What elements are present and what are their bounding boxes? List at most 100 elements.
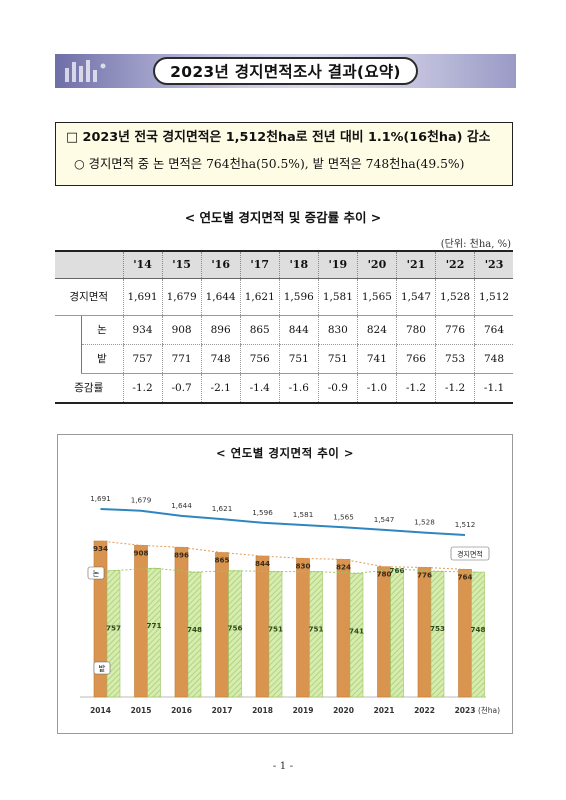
- total-value-label: 1,547: [374, 515, 395, 524]
- x-unit-label: (천ha): [478, 705, 500, 715]
- table-cell: 1,547: [395, 278, 436, 316]
- table-cell: -0.9: [317, 373, 358, 404]
- page-title: 2023년 경지면적조사 결과(요약): [153, 57, 418, 85]
- summary-headline: □ 2023년 전국 경지면적은 1,512천ha로 전년 대비 1.1%(16…: [66, 130, 491, 145]
- table-cell: -0.7: [161, 373, 202, 404]
- field-value-label: 753: [430, 624, 445, 633]
- total-value-label: 1,581: [293, 510, 314, 519]
- year-header: '14: [122, 250, 163, 279]
- field-bar: [187, 571, 202, 698]
- x-tick-label: 2020: [333, 706, 354, 715]
- field-value-label: 771: [146, 621, 161, 630]
- table-cell: 1,621: [239, 278, 280, 316]
- paddy-value-label: 824: [336, 562, 351, 571]
- table-cell: 1,691: [122, 278, 163, 316]
- table-cell: 1,679: [161, 278, 202, 316]
- farmland-chart: 934 757 2014 908 771 2015 896 748 2016 865 756 2017…: [80, 494, 500, 715]
- summary-box: □ 2023년 전국 경지면적은 1,512천ha로 전년 대비 1.1%(16…: [55, 122, 513, 186]
- table-cell: 1,565: [356, 278, 397, 316]
- paddy-value-label: 908: [133, 548, 148, 557]
- table-header-corner: [55, 250, 123, 279]
- x-tick-label: 2017: [212, 706, 233, 715]
- paddy-value-label: 776: [417, 570, 432, 579]
- table-cell: 1,644: [200, 278, 241, 316]
- year-header: '19: [317, 250, 358, 279]
- paddy-trend-line: [100, 540, 466, 570]
- table-cell: 844: [278, 315, 319, 345]
- summary-detail: ○ 경지면적 중 논 면적은 764천ha(50.5%), 밭 면적은 748천…: [74, 157, 465, 171]
- paddy-value-label: 764: [457, 572, 472, 581]
- total-value-label: 1,691: [90, 494, 111, 503]
- table-cell: -1.2: [122, 373, 163, 404]
- field-bar: [228, 570, 242, 698]
- field-bar: [471, 571, 485, 698]
- field-value-label: 756: [227, 624, 242, 633]
- table-cell: 830: [317, 315, 358, 345]
- table-cell: -1.0: [356, 373, 397, 404]
- paddy-value-label: 830: [295, 561, 310, 570]
- page-number: - 1 -: [272, 760, 294, 772]
- x-tick-label: 2018: [252, 706, 273, 715]
- total-value-label: 1,528: [414, 518, 435, 527]
- table-cell: 756: [239, 344, 280, 374]
- table-cell: -1.1: [474, 373, 513, 404]
- total-value-label: 1,679: [131, 496, 152, 505]
- paddy-value-label: 844: [255, 559, 270, 568]
- year-header: '22: [434, 250, 475, 279]
- total-area-line: [100, 508, 466, 536]
- year-header: '23: [474, 250, 513, 279]
- row-label: 증감률: [55, 373, 123, 404]
- field-value-label: 741: [349, 626, 364, 635]
- x-tick-label: 2021: [374, 706, 395, 715]
- row-label: 밭: [80, 344, 123, 374]
- year-header: '18: [278, 250, 319, 279]
- table-cell: 753: [434, 344, 475, 374]
- paddy-legend-label: 논: [93, 569, 100, 578]
- paddy-value-label: 865: [214, 556, 229, 565]
- paddy-value-label: 780: [376, 570, 391, 579]
- field-bar: [309, 571, 323, 698]
- table-cell: 766: [395, 344, 436, 374]
- total-value-label: 1,512: [455, 520, 476, 529]
- chart-container: < 연도별 경지면적 추이 > 934 757 2014 908 771 2015 896 7…: [57, 434, 513, 734]
- row-label: 논: [80, 315, 123, 345]
- paddy-value-label: 934: [93, 544, 108, 553]
- field-legend-box: [93, 661, 111, 675]
- year-header: '21: [395, 250, 436, 279]
- table-cell: 1,512: [474, 278, 513, 316]
- table-row-total: 경지면적 1,691 1,679 1,644 1,621 1,596 1,581…: [55, 278, 513, 316]
- x-tick-label: 2015: [131, 706, 152, 715]
- year-header: '15: [161, 250, 202, 279]
- table-cell: 896: [200, 315, 241, 345]
- field-bar: [390, 568, 404, 698]
- field-bar: [147, 567, 161, 698]
- table-cell: -1.2: [434, 373, 475, 404]
- total-value-label: 1,596: [252, 508, 273, 517]
- row-label: 경지면적: [55, 278, 123, 316]
- field-bar: [349, 572, 364, 698]
- table-row-rate: 증감률 -1.2 -0.7 -2.1 -1.4 -1.6 -0.9 -1.0 -…: [55, 373, 513, 404]
- table-cell: 748: [200, 344, 241, 374]
- table-cell: -1.6: [278, 373, 319, 404]
- row-indent: [55, 344, 81, 373]
- field-value-label: 751: [308, 625, 323, 634]
- field-value-label: 748: [187, 625, 202, 634]
- table-row-paddy: 논 934 908 896 865 844 830 824 780 776 76…: [55, 315, 513, 345]
- field-value-label: 748: [470, 625, 485, 634]
- paddy-bar: [377, 566, 391, 698]
- table-header-row: '14 '15 '16 '17 '18 '19 '20 '21 '22 '23: [55, 250, 513, 279]
- table-cell: 908: [161, 315, 202, 345]
- table-cell: 748: [474, 344, 513, 374]
- table-cell: 824: [356, 315, 397, 345]
- farmland-table: '14 '15 '16 '17 '18 '19 '20 '21 '22 '23 …: [55, 250, 513, 404]
- table-cell: 764: [474, 315, 513, 345]
- table-title: < 연도별 경지면적 및 증감률 추이 >: [184, 210, 382, 225]
- table-cell: 776: [434, 315, 475, 345]
- field-bar: [430, 570, 445, 698]
- field-value-label: 757: [106, 624, 121, 633]
- table-cell: -1.4: [239, 373, 280, 404]
- table-row-field: 밭 757 771 748 756 751 751 741 766 753 74…: [55, 344, 513, 374]
- paddy-legend-box: [87, 566, 105, 580]
- x-tick-label: 2022: [414, 706, 435, 715]
- field-trend-line: [113, 567, 479, 574]
